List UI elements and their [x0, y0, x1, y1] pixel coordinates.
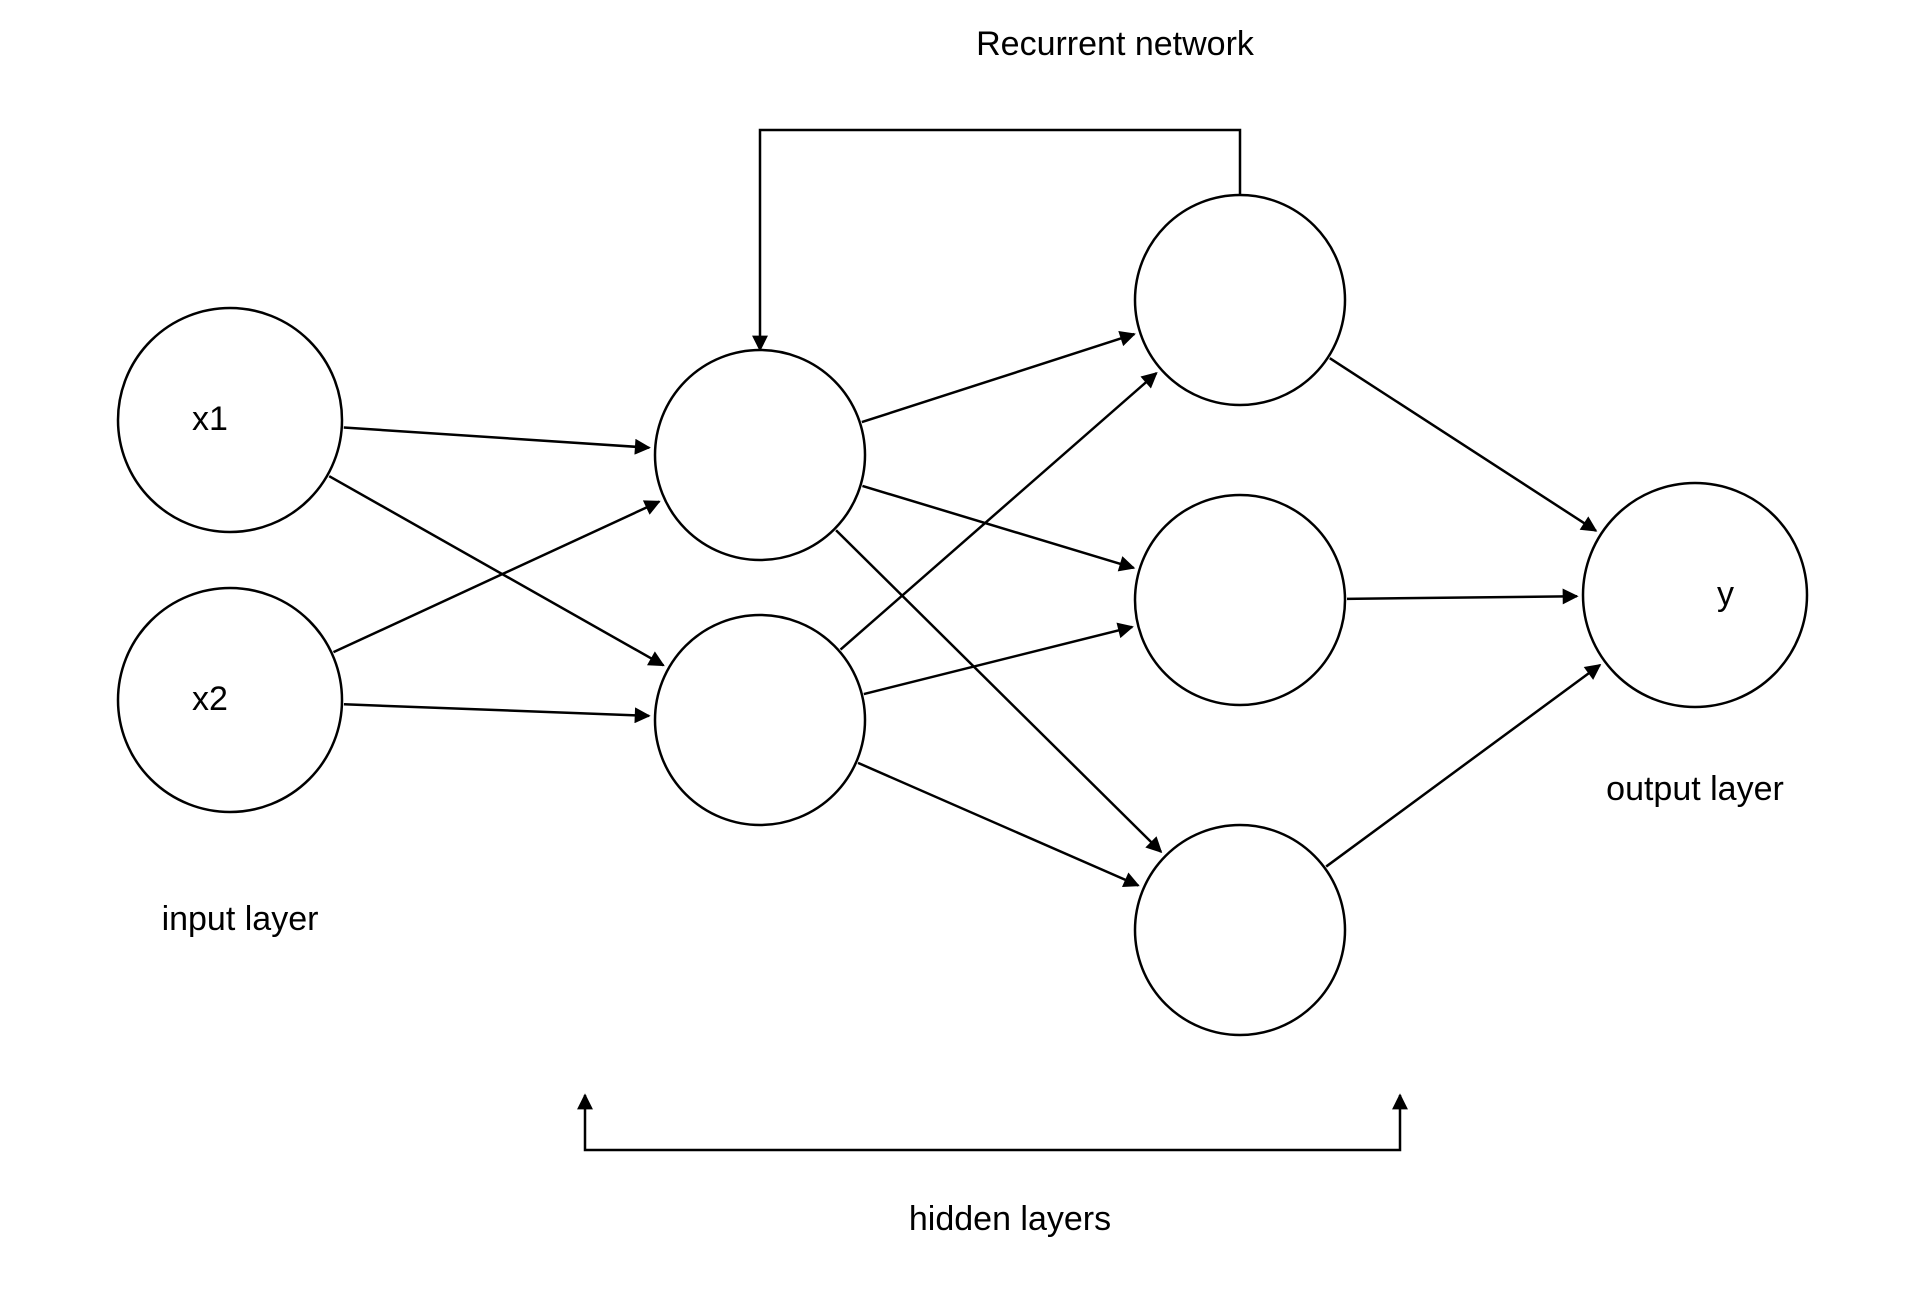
node-y — [1583, 483, 1807, 707]
input-layer-label: input layer — [162, 900, 319, 938]
edge-h1b-h2c — [858, 763, 1138, 886]
edge-h1a-h2b — [862, 486, 1133, 568]
node-x1 — [118, 308, 342, 532]
hidden-layers-bracket — [585, 1095, 1400, 1150]
nodes: x1 x2 y — [118, 195, 1807, 1035]
node-h1b — [655, 615, 865, 825]
network-diagram: x1 x2 y Recurrent network input layer hidden… — [0, 0, 1920, 1295]
node-label-x1: x1 — [192, 400, 228, 438]
node-h2b — [1135, 495, 1345, 705]
edge-x2-h1b — [344, 704, 649, 716]
edge-x2-h1a — [333, 502, 659, 653]
edge-h2a-y — [1330, 358, 1596, 531]
hidden-layers-label: hidden layers — [909, 1200, 1111, 1238]
edge-h2b-y — [1347, 596, 1577, 599]
node-h1a — [655, 350, 865, 560]
node-x2 — [118, 588, 342, 812]
edge-h1a-h2a — [862, 334, 1135, 422]
edge-h1a-h2c — [836, 530, 1161, 852]
edge-h2c-y — [1326, 665, 1600, 867]
edge-h1b-h2b — [864, 627, 1133, 694]
edges — [329, 334, 1600, 885]
title-label: Recurrent network — [976, 25, 1255, 63]
node-label-y: y — [1717, 575, 1734, 613]
labels: Recurrent network input layer hidden layer… — [162, 25, 1784, 1238]
edge-x1-h1b — [329, 476, 663, 665]
output-layer-label: output layer — [1606, 770, 1784, 808]
hidden-bracket-path — [585, 1095, 1400, 1150]
node-h2c — [1135, 825, 1345, 1035]
node-h2a — [1135, 195, 1345, 405]
edge-x1-h1a — [344, 428, 649, 448]
node-label-x2: x2 — [192, 680, 228, 718]
